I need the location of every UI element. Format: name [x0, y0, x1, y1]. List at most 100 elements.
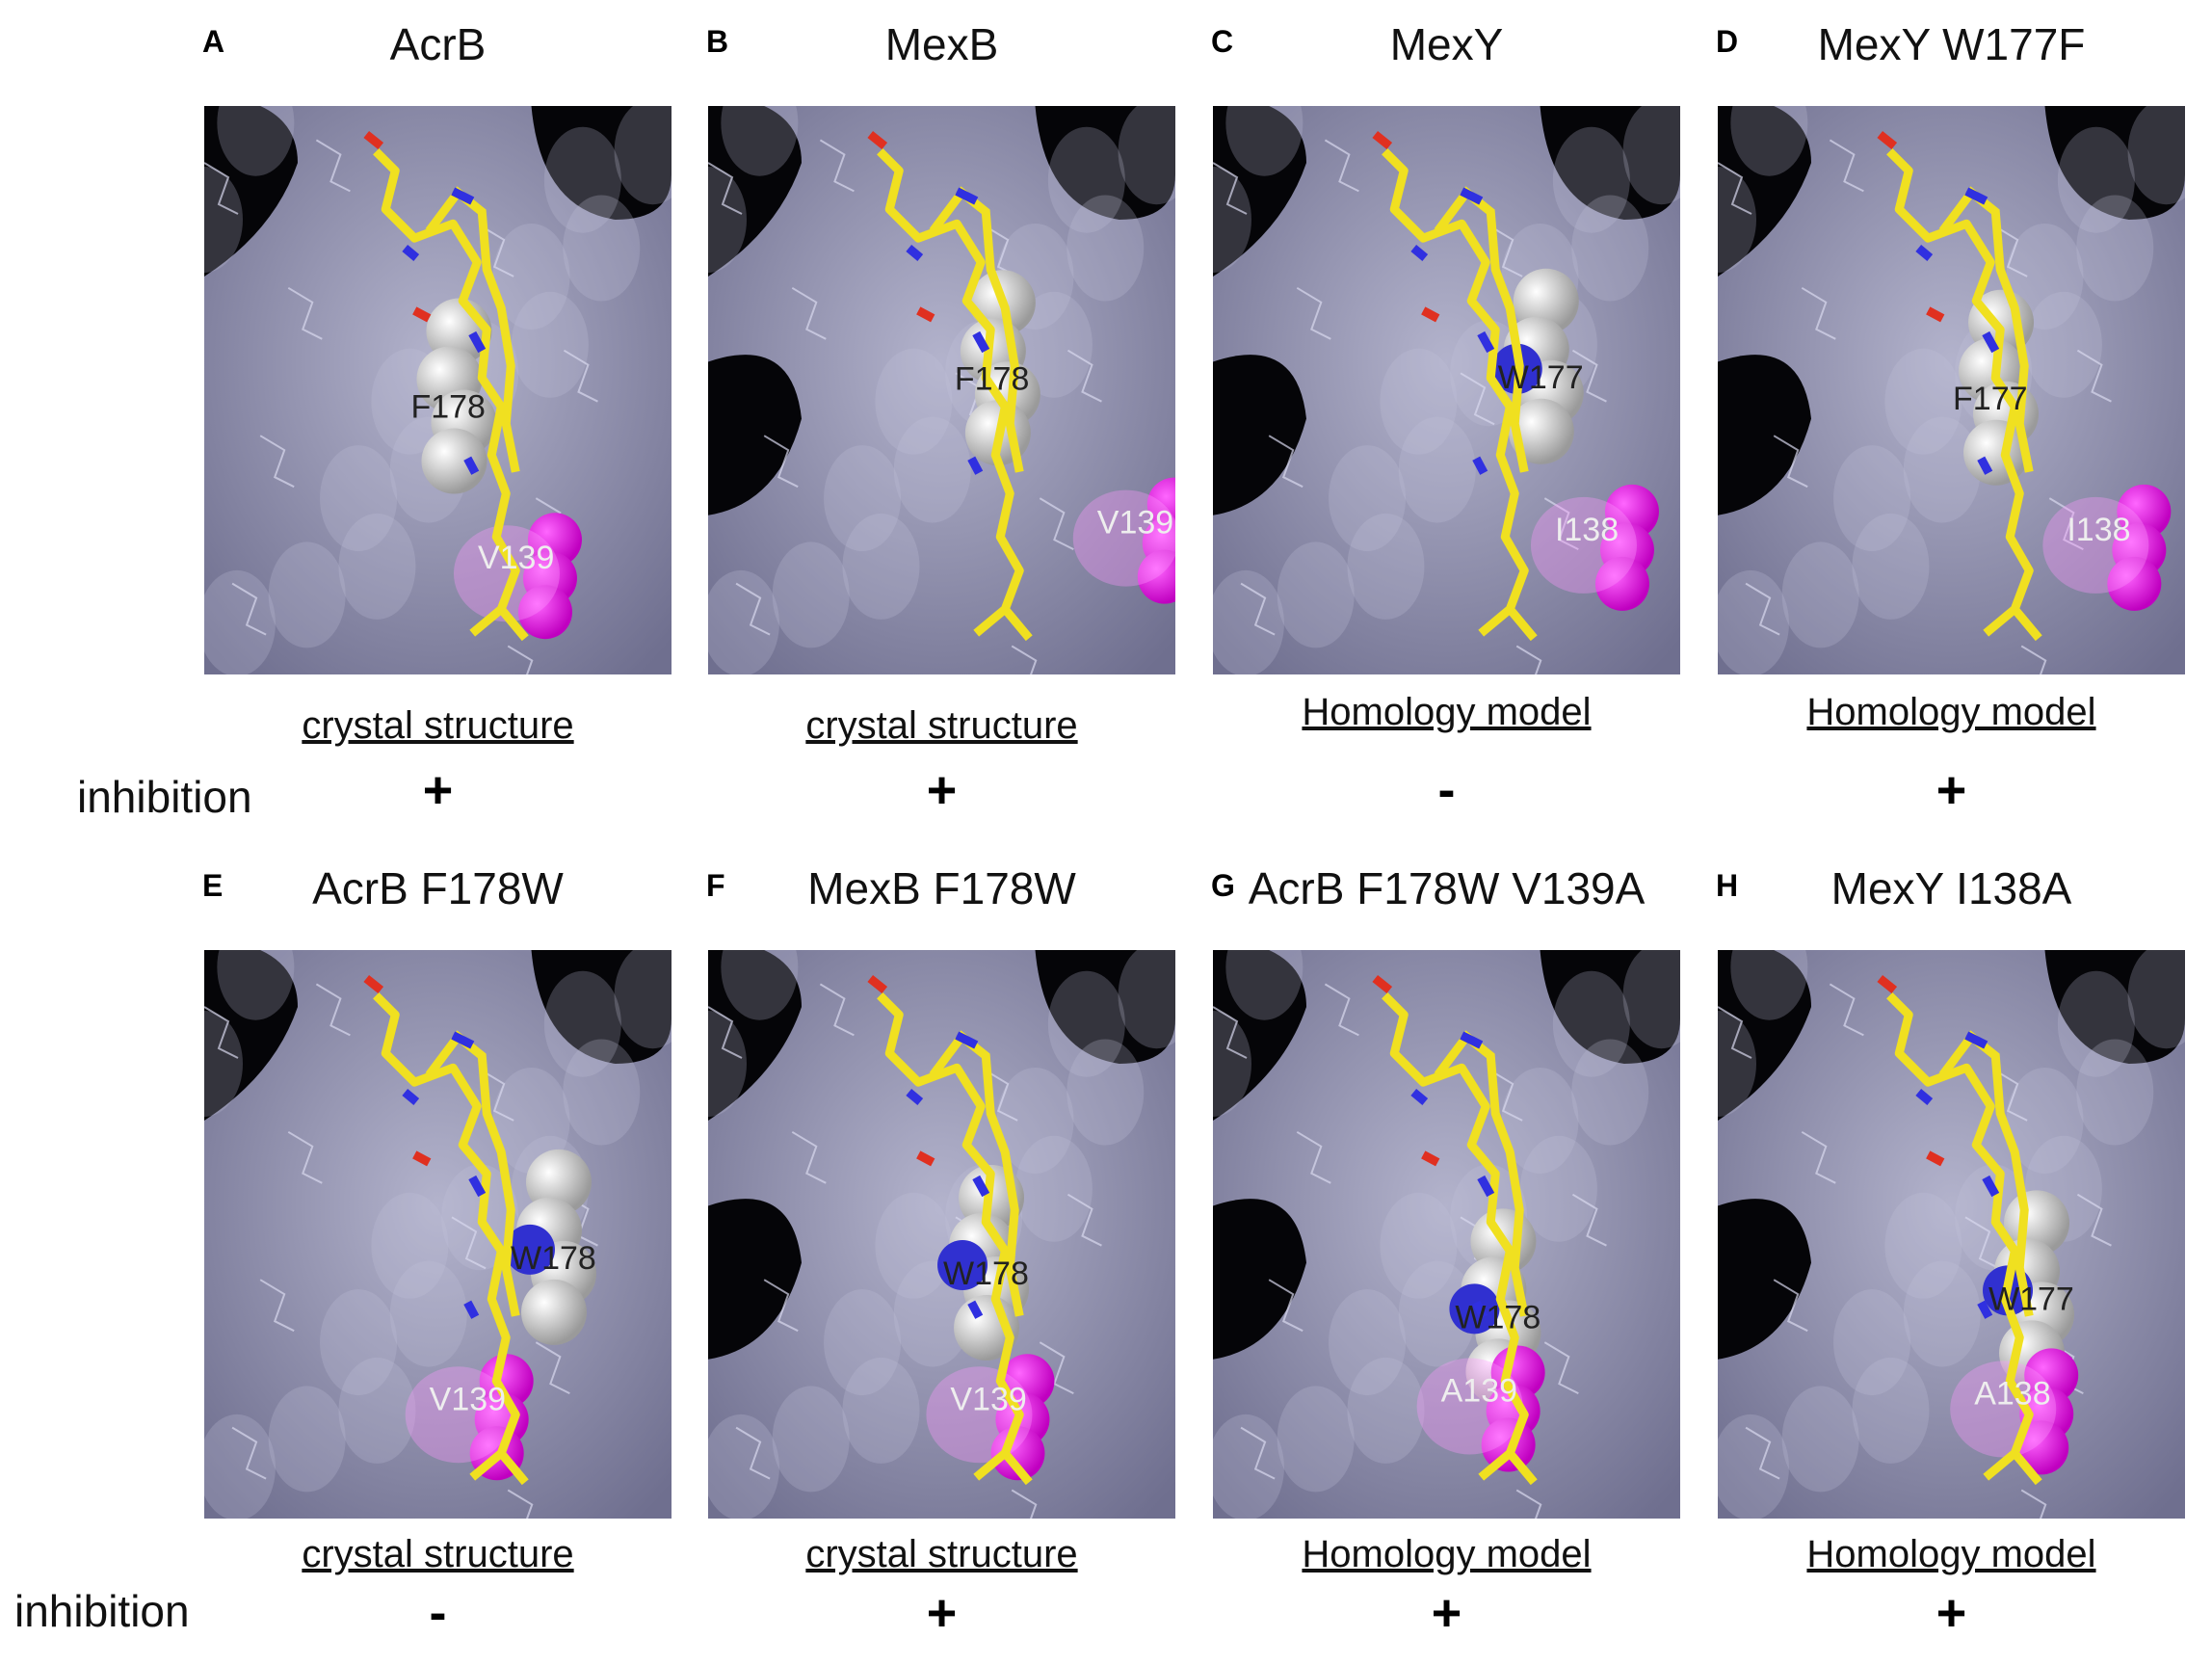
backbone-line — [563, 349, 598, 403]
surface-bump — [1730, 950, 1808, 1020]
surface-bump — [1213, 1414, 1284, 1519]
structure-image: W178 V139 — [204, 950, 672, 1519]
ligand — [1382, 148, 1538, 642]
nitrogen-sphere — [1449, 1283, 1500, 1335]
surface-bump — [1277, 1386, 1355, 1493]
backbone-line — [763, 435, 799, 489]
cavity — [1540, 106, 1680, 220]
backbone-line — [708, 162, 743, 215]
ligand-atoms — [867, 974, 935, 1167]
surface-bump — [1066, 195, 1145, 302]
surface-bump — [2006, 1068, 2084, 1174]
backbone-line — [259, 1279, 295, 1333]
cavity — [531, 106, 672, 220]
surface-bump — [1347, 1357, 1425, 1464]
cavity — [1213, 1199, 1306, 1360]
residue-label: W178 — [943, 1255, 1029, 1292]
backbone-line — [1488, 225, 1523, 278]
image-content: F178 V139 — [204, 106, 672, 674]
backbone-line — [1240, 582, 1276, 636]
surface-bump — [268, 542, 346, 648]
backbone-line — [507, 1489, 534, 1519]
panel-letter: D — [1716, 24, 1738, 59]
backbone-line — [735, 582, 771, 636]
ligand-atoms — [1410, 1031, 1495, 1319]
image-content: W178 A139 — [1213, 950, 1680, 1519]
ligand — [373, 148, 529, 642]
backbone-line — [1213, 1006, 1248, 1059]
surface-bump — [1781, 1386, 1859, 1493]
backbone-line — [204, 1006, 239, 1059]
residue-sphere — [1137, 549, 1175, 604]
structure-image: W177 A138 — [1718, 950, 2185, 1519]
backbone-line — [287, 1130, 323, 1184]
inhibition-sign: + — [927, 1584, 958, 1642]
cavity — [1540, 950, 1680, 1064]
backbone-line — [1268, 1279, 1304, 1333]
backbone-line — [1240, 1426, 1276, 1480]
image-content: F178 V139 — [708, 106, 1175, 674]
backbone-line — [479, 225, 514, 278]
panel-title: MexY I138A — [1831, 863, 2072, 913]
surface-bump — [1118, 106, 1175, 205]
method-label: Homology model — [1806, 691, 2095, 733]
residue-label: W178 — [511, 1240, 596, 1277]
residue-glow — [1416, 1358, 1523, 1455]
surface-bump — [614, 950, 672, 1049]
surface-bump — [1329, 1289, 1407, 1396]
panel-title: MexB — [885, 19, 999, 69]
ligand-atoms — [906, 187, 990, 475]
panel-title: MexY W177F — [1818, 19, 2086, 69]
backbone-line — [315, 983, 351, 1037]
surface-bump — [1884, 1192, 1962, 1299]
panel-letter: B — [706, 24, 728, 59]
backbone-line — [819, 983, 855, 1037]
backbone-line — [1718, 1006, 1752, 1059]
surface-bump — [1398, 1260, 1476, 1367]
surface-bump — [511, 291, 589, 398]
backbone-line — [1992, 225, 2028, 278]
surface-bump — [1852, 513, 1930, 620]
backbone-line — [1011, 1489, 1038, 1519]
cavity — [2044, 106, 2185, 220]
residue-label: I138 — [2067, 512, 2130, 548]
inhibition-sign: + — [927, 761, 958, 819]
surface-bump — [1501, 1068, 1579, 1174]
surface-bump — [875, 348, 953, 455]
residue-glow — [1530, 496, 1637, 594]
residue-label: F177 — [1953, 381, 2027, 417]
image-content: W177 I138 — [1213, 106, 1680, 674]
surface-bump — [563, 195, 641, 302]
surface-bump — [1781, 542, 1859, 648]
backbone-line — [1515, 645, 1542, 674]
inhibition-sign: - — [430, 1584, 447, 1642]
ligand-atoms — [1915, 187, 2000, 475]
backbone-line — [1039, 1341, 1074, 1394]
surface-bump — [708, 1414, 779, 1519]
surface-bump — [1571, 1039, 1649, 1146]
protein-surface — [1213, 950, 1680, 1519]
surface-bump — [708, 569, 779, 674]
surface-bump — [2127, 106, 2185, 205]
ligand-atoms — [1877, 974, 1945, 1167]
image-content: W177 A138 — [1718, 950, 2185, 1519]
residue-label: A139 — [1441, 1372, 1517, 1409]
surface-bump — [2076, 195, 2154, 302]
backbone-line — [479, 1069, 514, 1122]
residue-glow — [1950, 1361, 2057, 1458]
surface-bump — [893, 416, 971, 523]
backbone-line — [1829, 983, 1864, 1037]
residue-label: V139 — [478, 540, 554, 576]
inhibition-sign: - — [1438, 761, 1456, 819]
panel-letter: A — [202, 24, 224, 59]
backbone-line — [1801, 1130, 1836, 1184]
backbone-line — [983, 1069, 1018, 1122]
method-label: crystal structure — [805, 704, 1077, 747]
surface-bump — [1118, 950, 1175, 1049]
cavity — [1718, 1199, 1811, 1360]
panel-title: MexB F178W — [807, 863, 1076, 913]
backbone-line — [1801, 286, 1836, 340]
protein-surface — [708, 106, 1175, 674]
backbone-line — [1964, 1216, 2000, 1270]
ligand — [1886, 992, 2042, 1486]
